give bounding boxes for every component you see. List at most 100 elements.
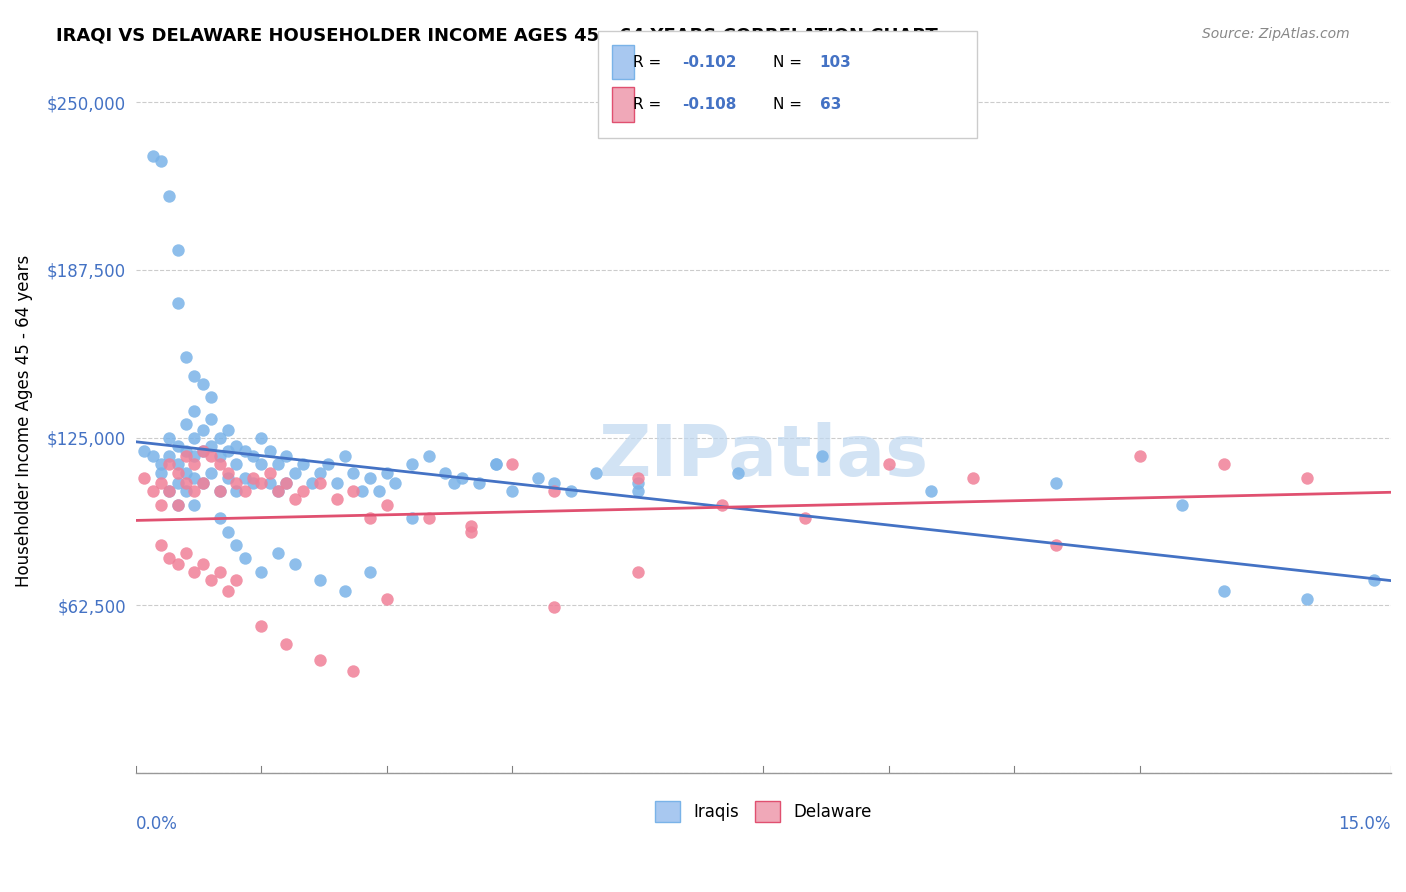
Point [225,573,247,587]
Point [208,511,231,525]
Point [920,484,942,499]
Point [191,476,214,491]
Text: 15.0%: 15.0% [1339,815,1391,833]
Point [267,484,290,499]
Point [276,637,298,651]
Point [627,484,650,499]
Point [208,565,231,579]
Point [217,524,239,539]
Legend: Iraqis, Delaware: Iraqis, Delaware [648,795,879,829]
Text: N =: N = [773,97,807,112]
Text: ZIPatlas: ZIPatlas [599,422,928,491]
Point [401,511,423,525]
Point [217,423,239,437]
Point [485,458,508,472]
Point [166,439,188,453]
Point [166,476,188,491]
Point [149,538,172,552]
Point [627,476,650,491]
Text: -0.102: -0.102 [682,55,737,70]
Point [149,476,172,491]
Point [811,450,834,464]
Point [367,484,389,499]
Point [200,466,222,480]
Point [217,583,239,598]
Point [166,498,188,512]
Point [200,390,222,404]
Point [794,511,817,525]
Point [166,466,188,480]
Point [174,476,197,491]
Point [333,450,356,464]
Point [284,466,307,480]
Point [157,431,180,445]
Point [174,466,197,480]
Point [301,476,323,491]
Point [451,471,474,485]
Point [284,557,307,571]
Point [157,484,180,499]
Point [149,458,172,472]
Point [1129,450,1152,464]
Point [292,458,315,472]
Point [183,458,205,472]
Point [200,412,222,426]
Point [191,444,214,458]
Point [1362,573,1385,587]
Point [134,471,156,485]
Point [191,423,214,437]
Point [259,476,281,491]
Point [359,511,381,525]
Point [284,492,307,507]
Point [183,484,205,499]
Point [543,476,565,491]
Point [627,565,650,579]
Point [350,484,373,499]
Point [225,538,247,552]
Point [543,599,565,614]
Text: Source: ZipAtlas.com: Source: ZipAtlas.com [1202,27,1350,41]
Point [208,450,231,464]
Point [157,458,180,472]
Point [318,458,340,472]
Point [267,458,290,472]
Point [250,458,273,472]
Point [1171,498,1194,512]
Point [443,476,465,491]
Point [250,618,273,632]
Point [208,431,231,445]
Point [325,492,347,507]
Point [149,466,172,480]
Point [375,466,398,480]
Point [359,471,381,485]
Point [710,498,733,512]
Point [434,466,457,480]
Point [267,484,290,499]
Point [627,471,650,485]
Point [276,476,298,491]
Point [149,154,172,169]
Point [225,439,247,453]
Point [501,484,523,499]
Point [208,484,231,499]
Y-axis label: Householder Income Ages 45 - 64 years: Householder Income Ages 45 - 64 years [15,255,32,587]
Point [166,498,188,512]
Point [157,484,180,499]
Point [208,484,231,499]
Point [309,466,332,480]
Point [1212,583,1234,598]
Point [183,450,205,464]
Point [142,450,165,464]
Text: R =: R = [633,55,666,70]
Point [242,471,264,485]
Text: R =: R = [633,97,666,112]
Point [225,484,247,499]
Point [142,484,165,499]
Point [267,546,290,560]
Point [225,476,247,491]
Point [233,471,256,485]
Point [183,565,205,579]
Point [276,450,298,464]
Point [418,511,440,525]
Point [191,376,214,391]
